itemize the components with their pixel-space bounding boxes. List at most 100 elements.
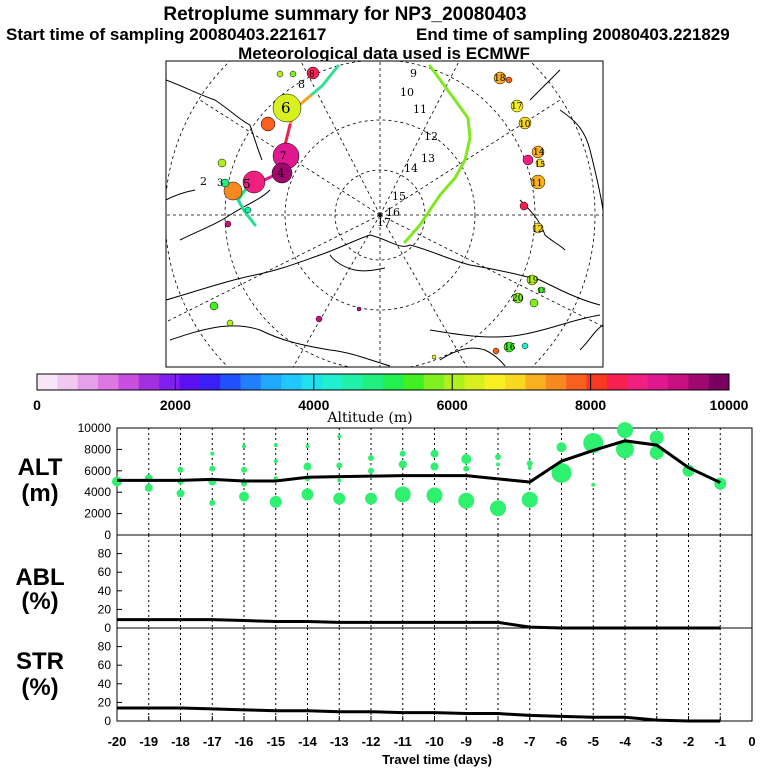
abl-panel-label: ABL xyxy=(15,564,64,591)
colorbar-cell xyxy=(606,374,628,390)
alt-bubble xyxy=(496,462,500,467)
map-panel: 9 10 11 12 13 14 15 16 17 8 xyxy=(165,60,604,368)
x-tick-label: -5 xyxy=(587,734,599,749)
alt-bubble xyxy=(210,451,215,456)
colorbar-cell xyxy=(484,374,506,390)
map-bubble xyxy=(537,286,545,294)
y-tick-label: 40 xyxy=(98,584,112,598)
map-bubble xyxy=(521,342,529,350)
alt-bubble xyxy=(209,499,216,506)
colorbar-cell xyxy=(342,374,364,390)
colorbar-cell xyxy=(260,374,282,390)
alt-bubble xyxy=(490,500,506,517)
abl-panel-unit: (%) xyxy=(21,588,58,615)
map-bubble-label: 18 xyxy=(494,74,506,84)
alt-bubble xyxy=(144,483,153,492)
map-bubble-label: 10 xyxy=(519,120,531,130)
track-day-label: 12 xyxy=(424,130,438,143)
map-bubble xyxy=(276,70,284,78)
x-tick-label: -17 xyxy=(203,734,222,749)
alt-bubble xyxy=(176,489,185,498)
alt-bubble xyxy=(241,466,247,473)
track-segment-teal xyxy=(236,184,257,227)
alt-bubble xyxy=(273,443,278,448)
colorbar-cells xyxy=(37,374,730,390)
alt-bubble xyxy=(365,492,377,505)
x-tick-label: -9 xyxy=(460,734,472,749)
colorbar-ticks: 0 2000 4000 6000 8000 10000 xyxy=(33,374,749,413)
map-bubble xyxy=(532,222,544,234)
map-bubble-labels: 6 8 4 5 2 3 7 18 12 10 11 14 15 17 19 20… xyxy=(200,70,546,353)
alt-bubble xyxy=(242,444,246,449)
alt-bubble xyxy=(430,462,439,471)
alt-bubble xyxy=(617,422,633,439)
y-tick-label: 4000 xyxy=(84,485,111,499)
track-day-label: 11 xyxy=(413,103,427,116)
abl-panel: ABL (%) 0 20 40 60 80 xyxy=(15,534,753,635)
y-tick-label: 20 xyxy=(98,695,112,709)
map-bubble xyxy=(209,301,219,311)
colorbar-tick-label: 10000 xyxy=(710,397,749,413)
alt-bubble xyxy=(209,465,216,472)
colorbar-cell xyxy=(647,374,669,390)
y-tick-label: 80 xyxy=(98,640,112,654)
colorbar-cell xyxy=(423,374,445,390)
alt-bubble xyxy=(394,486,411,503)
x-tick-label: -2 xyxy=(683,734,695,749)
map-bubble xyxy=(217,158,227,168)
colorbar: 0 2000 4000 6000 8000 10000 Altitude (m) xyxy=(33,373,749,426)
map-bubble-label: 6 xyxy=(281,99,291,117)
colorbar-cell xyxy=(240,374,262,390)
track-day-labels: 9 10 11 12 13 14 15 16 17 8 xyxy=(298,67,438,229)
colorbar-cell xyxy=(179,374,201,390)
y-tick-label: 20 xyxy=(98,602,112,616)
y-tick-label: 80 xyxy=(98,547,112,561)
figure-title: Retroplume summary for NP3_20080403 xyxy=(163,4,526,25)
track-day-label: 9 xyxy=(410,67,417,80)
map-bubble xyxy=(306,66,320,80)
alt-bubble xyxy=(527,465,532,470)
x-tick-label: -13 xyxy=(330,734,349,749)
map-bubble xyxy=(226,319,234,327)
alt-bubble xyxy=(463,465,470,472)
map-bubble xyxy=(289,70,297,78)
colorbar-cell xyxy=(199,374,221,390)
str-line xyxy=(117,706,721,723)
x-tick-label: -20 xyxy=(108,734,127,749)
map-bubble-label: 5 xyxy=(243,177,251,191)
alt-bubble xyxy=(521,491,538,508)
map-coastlines xyxy=(166,69,603,367)
map-bubble-label: 12 xyxy=(532,225,543,235)
colorbar-cell xyxy=(464,374,486,390)
map-bubble-label: 2 xyxy=(200,175,207,188)
map-bubble-label: 11 xyxy=(531,179,542,189)
y-tick-label: 0 xyxy=(104,621,111,635)
colorbar-tick-label: 6000 xyxy=(437,397,468,413)
alt-bubble xyxy=(337,478,342,483)
alt-panel-label: ALT xyxy=(18,454,63,481)
map-bubble-label: 3 xyxy=(217,178,223,189)
track-day-label: 13 xyxy=(421,152,435,165)
colorbar-cell xyxy=(383,374,404,390)
colorbar-cell xyxy=(545,374,567,390)
map-bubble-label: 8 xyxy=(309,70,315,80)
alt-bubble xyxy=(426,487,443,504)
colorbar-cell xyxy=(37,374,58,390)
alt-bubble xyxy=(399,450,406,457)
str-grid xyxy=(148,628,721,721)
alt-yticks: 0 2000 4000 6000 8000 10000 xyxy=(78,421,122,542)
alt-bubble xyxy=(551,462,572,483)
x-tick-label: -3 xyxy=(651,734,663,749)
map-bubble xyxy=(431,354,437,360)
map-bubble xyxy=(503,341,515,353)
map-bubble xyxy=(224,220,232,228)
alt-bubble xyxy=(526,460,533,467)
x-tick-label: -1 xyxy=(714,734,726,749)
map-bubble xyxy=(522,154,534,166)
x-tick-label: -12 xyxy=(362,734,381,749)
colorbar-cell xyxy=(586,374,608,390)
map-bubble xyxy=(244,206,252,214)
colorbar-cell xyxy=(301,374,323,390)
alt-bubble xyxy=(333,492,346,505)
alt-bubble xyxy=(556,442,567,453)
